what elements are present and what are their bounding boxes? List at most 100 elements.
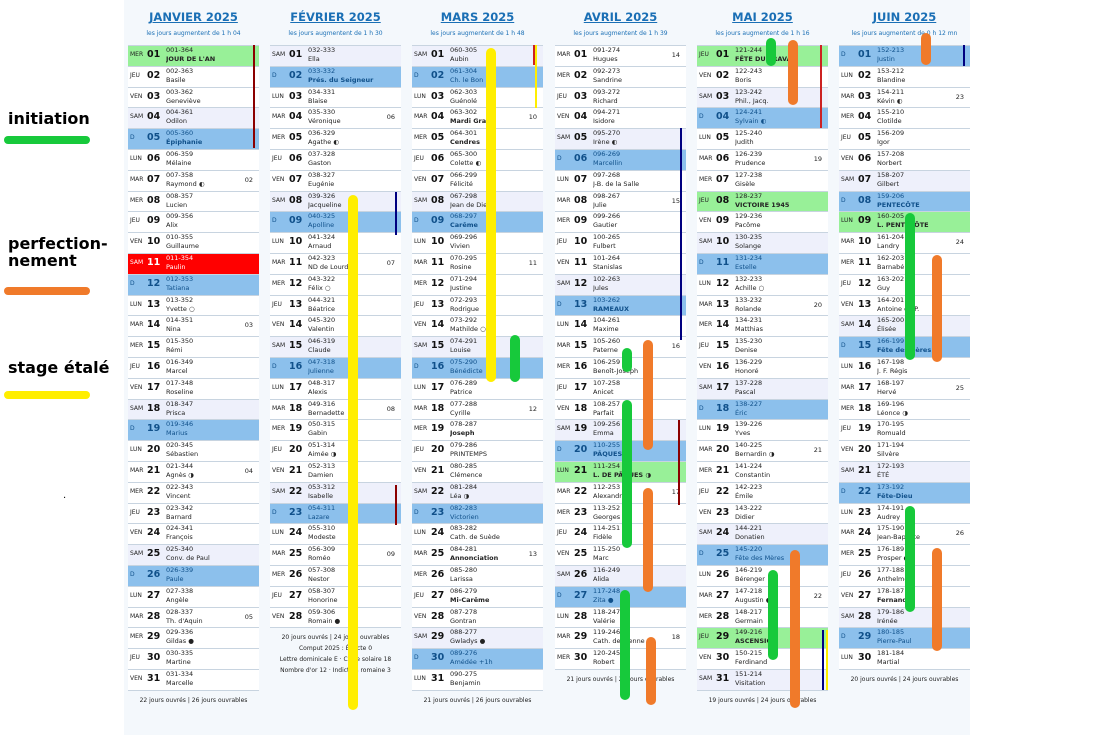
- day-number: 05: [289, 132, 303, 144]
- initiation-highlight: [905, 506, 915, 612]
- saint-info: 078-287 Joseph: [450, 420, 478, 438]
- weekday: MER: [841, 404, 855, 412]
- day-number: 22: [858, 485, 872, 497]
- saint-info: 120-245 Robert: [593, 649, 621, 667]
- day-number: 03: [574, 90, 588, 102]
- day-number: 29: [147, 631, 161, 643]
- day-number: 22: [431, 485, 445, 497]
- weekday: JEU: [272, 300, 282, 308]
- day-number: 02: [574, 69, 588, 81]
- day-row: MAR 28 028-337 Th. d'Aquin 05: [128, 607, 259, 629]
- day-row: MER 15 015-350 Rémi: [128, 337, 259, 358]
- weekday: MAR: [557, 342, 571, 350]
- weekday: MER: [557, 217, 571, 225]
- day-row: MER 19 050-315 Gabin: [270, 420, 401, 442]
- day-number: 23: [431, 506, 445, 518]
- saint-info: 021-344 Agnès ◑: [166, 461, 194, 479]
- day-row: JEU 15 135-230 Denise: [697, 337, 828, 358]
- day-row: SAM 22 081-284 Léa ◑: [412, 482, 543, 504]
- saint-info: 097-268 J-B. de la Salle: [593, 170, 640, 188]
- month-footer: 19 jours ouvrés | 24 jours ouvrables: [708, 696, 817, 704]
- weekday: JEU: [130, 654, 140, 662]
- day-list: JEU 01 121-244 FÊTE DU TRAVAIL VEN 02 122-243 B…: [697, 45, 828, 691]
- saint-info: 117-248 Zita ●: [593, 586, 621, 604]
- day-row: VEN 09 129-236 Pacôme: [697, 212, 828, 234]
- margin-marker-line: [678, 420, 680, 505]
- day-number: 30: [147, 652, 161, 664]
- day-number: 29: [858, 631, 872, 643]
- day-row: VEN 25 115-250 Marc: [555, 545, 686, 566]
- legend-swatch-stage-etale: [4, 391, 90, 399]
- day-row: LUN 19 139-226 Yves: [697, 420, 828, 442]
- saint-info: 007-358 Raymond ◐: [166, 170, 205, 188]
- perfectionnement-highlight: [932, 548, 942, 651]
- saint-info: 099-266 Gautier: [593, 212, 621, 230]
- saint-info: 059-306 Romain ●: [308, 607, 341, 625]
- day-row: D 22 173-192 Fête-Dieu: [839, 482, 970, 504]
- day-number: 14: [147, 319, 161, 331]
- day-number: 21: [858, 464, 872, 476]
- saint-info: 025-340 Conv. de Paul: [166, 545, 210, 563]
- day-row: LUN 17 076-289 Patrice: [412, 378, 543, 400]
- day-number: 14: [431, 319, 445, 331]
- weekday: LUN: [130, 154, 142, 162]
- day-row: MAR 18 077-288 Cyrille 12: [412, 399, 543, 421]
- weekday: MAR: [414, 404, 428, 412]
- saint-info: 038-327 Eugénie: [308, 170, 336, 188]
- weekday: MAR: [272, 550, 286, 558]
- weekday: VEN: [272, 466, 285, 474]
- day-row: MAR 01 091-274 Hugues 14: [555, 46, 686, 67]
- saint-info: 159-206 PENTECÔTE: [877, 191, 920, 209]
- saint-info: 023-342 Barnard: [166, 503, 194, 521]
- day-number: 23: [716, 506, 730, 518]
- day-number: 20: [431, 444, 445, 456]
- weekday: VEN: [272, 321, 285, 329]
- saint-info: 119-246 Cath. de Sienne: [593, 628, 645, 646]
- saint-info: 034-331 Blaise: [308, 87, 336, 105]
- saint-info: 043-322 Félix ○: [308, 274, 336, 292]
- day-row: MER 12 071-294 Justine: [412, 274, 543, 296]
- day-row: SAM 15 074-291 Louise: [412, 337, 543, 358]
- saint-info: 165-200 Élisée: [877, 316, 905, 334]
- week-number: 07: [386, 258, 395, 267]
- week-number: 02: [244, 175, 253, 184]
- margin-marker-line: [395, 192, 397, 235]
- day-number: 12: [858, 277, 872, 289]
- day-row: JEU 08 128-237 VICTOIRE 1945: [697, 191, 828, 213]
- day-row: VEN 17 017-348 Roseline: [128, 378, 259, 400]
- day-number: 21: [289, 464, 303, 476]
- perfectionnement-highlight: [921, 33, 931, 65]
- saint-info: 151-214 Visitation: [735, 669, 766, 687]
- day-number: 30: [716, 652, 730, 664]
- weekday: LUN: [841, 217, 853, 225]
- weekday: MAR: [130, 612, 144, 620]
- day-number: 13: [289, 298, 303, 310]
- month-footer: 22 jours ouvrés | 26 jours ouvrables: [139, 696, 248, 704]
- saint-info: 170-195 Romuald: [877, 420, 906, 438]
- day-number: 17: [716, 381, 730, 393]
- saint-info: 012-353 Tatiana: [166, 274, 194, 292]
- saint-info: 052-313 Damien: [308, 461, 336, 479]
- weekday: SAM: [130, 550, 144, 558]
- saint-info: 032-333 Ella: [308, 46, 336, 63]
- day-row: LUN 10 041-324 Arnaud: [270, 233, 401, 254]
- saint-info: 015-350 Rémi: [166, 337, 194, 355]
- day-number: 20: [858, 444, 872, 456]
- saint-info: 092-273 Sandrine: [593, 66, 622, 84]
- weekday: MAR: [699, 591, 713, 599]
- saint-info: 020-345 Sébastien: [166, 441, 199, 459]
- saint-info: 141-224 Constantin: [735, 461, 771, 479]
- weekday: SAM: [272, 342, 286, 350]
- saint-info: 065-300 Colette ◐: [450, 149, 482, 167]
- day-number: 28: [289, 610, 303, 622]
- weekday: D: [557, 300, 562, 308]
- day-row: SAM 05 095-270 Irène ◐: [555, 129, 686, 150]
- weekday: VEN: [557, 113, 570, 121]
- weekday: MAR: [414, 550, 428, 558]
- saint-info: 175-190 Jean-Baptiste: [877, 524, 920, 542]
- day-row: MAR 25 056-309 Roméo 09: [270, 545, 401, 566]
- perfectionnement-highlight: [788, 40, 798, 105]
- saint-info: 005-360 Épiphanie: [166, 129, 203, 147]
- week-number: 20: [813, 300, 822, 309]
